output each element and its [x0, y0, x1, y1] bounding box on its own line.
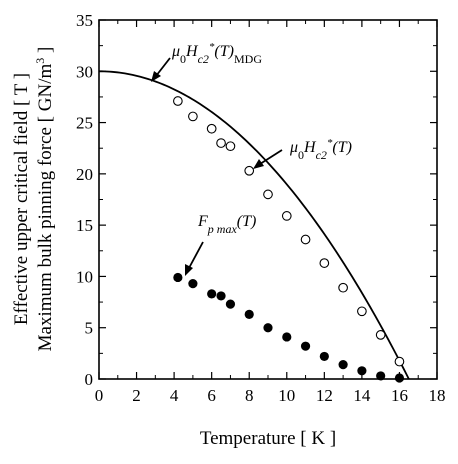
arrow-fp-head: [185, 264, 193, 276]
arrow-hc2-line: [259, 149, 283, 165]
y-tick-label: 35: [76, 11, 93, 30]
filled-data-point: [282, 332, 292, 342]
open-data-point: [263, 189, 273, 200]
filled-data-point: [207, 289, 217, 299]
open-data-point: [319, 258, 330, 268]
arrow-fp-line: [188, 241, 204, 269]
filled-data-point: [216, 291, 226, 301]
x-tick-label: 8: [245, 386, 254, 405]
y-tick-labels: 0 5 10 15 20 25 30 35: [76, 11, 93, 389]
y-axis-title-secondary: Maximum bulk pinning force [ GN/m3 ]: [33, 47, 56, 352]
open-data-point: [357, 306, 367, 317]
x-tick-label: 18: [429, 386, 446, 405]
y-tick-label: 25: [76, 114, 93, 133]
filled-data-point: [188, 279, 198, 289]
fit-curve: [98, 70, 410, 380]
x-tick-label: 2: [132, 386, 141, 405]
annotation-fpmax: Fp max(T): [197, 213, 256, 236]
filled-data-point: [225, 299, 236, 309]
x-tick-label: 6: [207, 386, 216, 405]
fit-curve-group: [98, 70, 410, 380]
open-data-point: [216, 138, 226, 148]
x-axis-title: Temperature [ K ]: [200, 428, 336, 449]
axis-ticks: [98, 19, 438, 380]
y-axis-title-secondary-text: Maximum bulk pinning force [ GN/m: [35, 64, 56, 352]
filled-circle-series: [173, 272, 405, 383]
filled-data-point: [376, 371, 386, 381]
x-tick-label: 16: [391, 386, 408, 405]
filled-data-point: [173, 272, 183, 283]
y-tick-label: 15: [76, 216, 93, 235]
arrow-hc2-head: [253, 159, 264, 169]
open-data-point: [300, 234, 311, 245]
open-data-point: [375, 330, 386, 340]
annotation-arrows: [151, 57, 283, 276]
y-axis-title-secondary-sup: 3: [33, 58, 47, 64]
y-axis-title-secondary-end: ]: [35, 47, 56, 58]
open-data-point: [281, 211, 292, 221]
annotation-hc2-mdg: μ0Hc2*(T)MDG: [171, 41, 262, 66]
y-axis-title-primary: Effective upper critical field [ T ]: [11, 73, 32, 325]
x-tick-label: 10: [278, 386, 295, 405]
arrow-mdg-line: [155, 57, 171, 77]
y-tick-label: 30: [76, 62, 93, 81]
filled-data-point: [357, 366, 367, 376]
y-tick-label: 0: [85, 370, 94, 389]
x-tick-labels: 0 2 4 6 8 10 12 14 16 18: [95, 386, 446, 405]
x-tick-label: 14: [353, 386, 371, 405]
open-data-point: [225, 141, 236, 152]
filled-data-point: [394, 373, 405, 383]
open-data-point: [244, 165, 255, 176]
open-data-point: [394, 356, 405, 367]
open-data-point: [173, 96, 183, 106]
open-circle-series: [173, 96, 405, 367]
filled-data-point: [319, 351, 329, 362]
x-tick-label: 4: [170, 386, 179, 405]
open-data-point: [206, 123, 217, 134]
filled-data-point: [244, 309, 254, 319]
open-data-point: [188, 111, 198, 122]
open-data-point: [338, 282, 348, 293]
y-tick-label: 5: [85, 319, 94, 338]
filled-data-point: [338, 360, 348, 370]
filled-data-point: [263, 323, 273, 333]
arrow-mdg-head: [151, 71, 161, 82]
annotation-hc2: μ0Hc2*(T): [289, 137, 352, 162]
y-tick-label: 20: [76, 165, 93, 184]
y-tick-label: 10: [76, 267, 93, 286]
filled-data-point: [300, 341, 311, 351]
x-tick-label: 12: [316, 386, 333, 405]
x-tick-label: 0: [95, 386, 104, 405]
